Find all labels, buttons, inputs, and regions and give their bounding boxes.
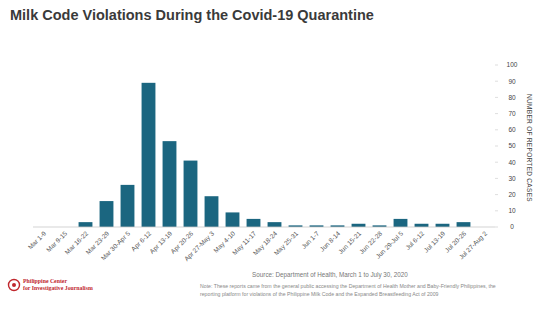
bar — [247, 219, 261, 227]
logo-icon — [12, 283, 16, 287]
y-tick — [495, 129, 498, 130]
x-tick-label: Mar 30-Apr 5 — [99, 229, 132, 262]
y-tick — [495, 81, 498, 82]
bar — [205, 196, 219, 227]
source: Source: Department of Health, March 1 to… — [252, 271, 408, 279]
y-tick-label: 10 — [508, 207, 516, 214]
logo-icon — [9, 280, 20, 291]
x-tick-label: May 25-31 — [273, 229, 301, 257]
x-tick-label: Jul 27-Aug 2 — [457, 229, 489, 261]
y-tick-label: 30 — [508, 175, 516, 182]
bar — [184, 161, 198, 227]
y-tick — [495, 227, 498, 228]
bar — [436, 224, 450, 227]
y-tick-label: 60 — [508, 126, 516, 133]
y-tick — [495, 146, 498, 147]
bars — [79, 83, 471, 227]
bar — [226, 212, 240, 227]
x-tick-label: Apr 27-May 3 — [183, 229, 217, 263]
x-tick-label: Jun 1-7 — [300, 229, 321, 250]
y-tick — [495, 97, 498, 98]
y-tick-label: 70 — [508, 110, 516, 117]
y-tick — [495, 65, 498, 66]
bar — [142, 83, 156, 227]
y-tick-label: 50 — [508, 142, 516, 149]
y-tick — [495, 113, 498, 114]
credit: Philippine Center — [23, 278, 67, 284]
bar — [268, 222, 282, 227]
x-tick-label: Jul 13-19 — [422, 229, 446, 253]
y-tick — [495, 162, 498, 163]
y-tick-label: 0 — [510, 223, 514, 230]
bar — [415, 224, 429, 227]
bar — [394, 219, 408, 227]
x-axis — [33, 227, 495, 228]
bar — [163, 141, 177, 227]
y-tick-label: 80 — [508, 94, 516, 101]
y-tick-label: 100 — [507, 61, 518, 68]
y-tick-label: 20 — [508, 191, 516, 198]
logo: Philippine Centerfor Investigative Journ… — [9, 278, 93, 291]
bar — [79, 222, 93, 227]
y-tick-label: 40 — [508, 159, 516, 166]
y-tick — [495, 194, 498, 195]
bar — [100, 201, 114, 227]
chart: Milk Code Violations During the Covid-19… — [0, 0, 550, 309]
y-tick-label: 90 — [508, 78, 516, 85]
note: reporting platform for violations of the… — [200, 291, 439, 297]
bar — [457, 222, 471, 227]
y-tick — [495, 178, 498, 179]
bar — [121, 185, 135, 227]
title: Milk Code Violations During the Covid-19… — [10, 7, 374, 23]
y-axis-label: NUMBER OF REPORTED CASES — [526, 94, 533, 202]
note: Note: These reports came from the genera… — [200, 283, 496, 289]
bar — [352, 224, 366, 227]
credit: for Investigative Journalism — [23, 285, 93, 291]
y-tick — [495, 210, 498, 211]
x-tick-label: Jun 29-Jul 5 — [374, 229, 404, 259]
